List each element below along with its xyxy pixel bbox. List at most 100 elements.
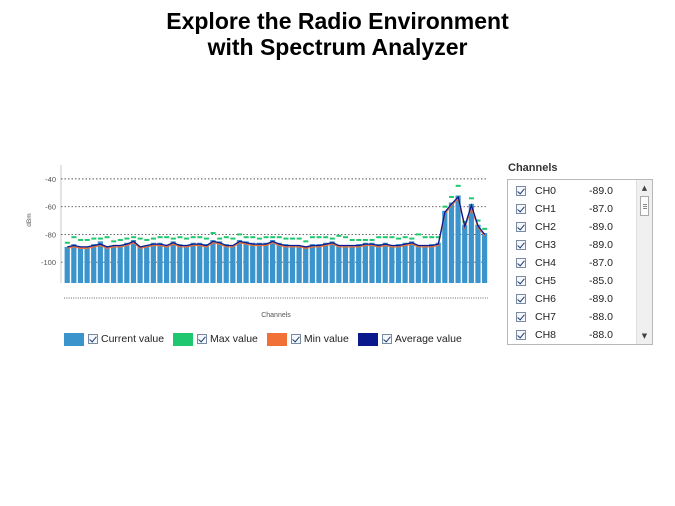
channel-row-ch2[interactable]: CH2 -89.0: [508, 218, 636, 236]
bar-ch59: [455, 195, 461, 283]
legend-item-current: Current value: [64, 332, 165, 346]
channel-row-ch6[interactable]: CH6 -89.0: [508, 290, 636, 308]
scroll-down-arrow-icon[interactable]: ▼: [641, 332, 648, 340]
bar-ch44: [356, 244, 362, 283]
y-tick-label: -80: [45, 230, 56, 239]
channels-list[interactable]: CH0 -89.0 CH1 -87.0 CH2 -89.0 CH3 -89.0 …: [507, 179, 653, 345]
bar-ch32: [276, 242, 282, 283]
grip-line: [643, 204, 647, 205]
channel-name: CH6: [535, 293, 557, 305]
bar-ch54: [422, 245, 428, 283]
bar-ch52: [409, 241, 415, 283]
bar-ch55: [428, 244, 435, 283]
scroll-up-arrow-icon[interactable]: ▲: [641, 184, 648, 192]
bar-ch49: [389, 245, 395, 283]
channel-checkbox-ch8[interactable]: [516, 330, 526, 340]
bar-ch16: [170, 241, 176, 283]
min-value-line: [67, 196, 486, 250]
legend-item-min: Min value: [266, 332, 349, 346]
channel-row-ch1[interactable]: CH1 -87.0: [508, 200, 636, 218]
grip-line: [643, 208, 647, 209]
bar-ch21: [203, 244, 209, 283]
channel-row-ch3[interactable]: CH3 -89.0: [508, 236, 636, 254]
bar-ch63: [481, 233, 488, 283]
channel-value: -89.0: [589, 293, 613, 305]
bar-ch51: [402, 242, 408, 283]
bar-ch40: [329, 241, 335, 283]
bar-ch47: [375, 244, 382, 283]
channel-value: -87.0: [589, 257, 613, 269]
channel-checkbox-ch0[interactable]: [516, 186, 526, 196]
channel-checkbox-ch2[interactable]: [516, 222, 526, 232]
scrollbar-thumb[interactable]: [640, 196, 649, 216]
channel-name: CH5: [535, 275, 557, 287]
channel-row-ch8[interactable]: CH8 -88.0: [508, 326, 636, 344]
channel-checkbox-ch3[interactable]: [516, 240, 526, 250]
channel-checkbox-ch1[interactable]: [516, 204, 526, 214]
bar-ch35: [296, 245, 302, 283]
legend-label-average: Average value: [394, 333, 462, 345]
channel-name: CH1: [535, 203, 557, 215]
bar-ch33: [283, 244, 289, 283]
channel-row-ch0[interactable]: CH0 -89.0: [508, 182, 636, 200]
bar-ch12: [144, 245, 150, 283]
y-tick-label: -40: [45, 175, 56, 184]
legend-checkbox-average[interactable]: [381, 334, 392, 344]
bar-ch26: [236, 239, 243, 283]
bar-ch5: [97, 241, 103, 283]
bar-ch25: [230, 245, 236, 283]
channel-name: CH8: [535, 329, 557, 341]
channel-name: CH0: [535, 185, 557, 197]
channel-row-ch7[interactable]: CH7 -88.0: [508, 308, 636, 326]
bar-ch6: [104, 246, 110, 283]
bar-ch19: [190, 242, 196, 283]
channel-name: CH3: [535, 239, 557, 251]
bar-ch2: [77, 246, 84, 283]
channel-value: -89.0: [589, 239, 613, 251]
bar-ch58: [448, 202, 455, 283]
channel-value: -85.0: [589, 275, 613, 287]
bar-ch17: [177, 244, 183, 283]
title-line-2: with Spectrum Analyzer: [207, 34, 468, 60]
grip-line: [643, 206, 647, 207]
bar-ch10: [130, 239, 137, 283]
legend-checkbox-min[interactable]: [290, 334, 301, 344]
channel-checkbox-ch4[interactable]: [516, 258, 526, 268]
legend-checkbox-max[interactable]: [197, 334, 208, 344]
average-value-line: [67, 195, 486, 248]
channel-checkbox-ch5[interactable]: [516, 276, 526, 286]
channel-value: -89.0: [589, 185, 613, 197]
legend-item-average: Average value: [357, 332, 462, 346]
title-line-1: Explore the Radio Environment: [166, 8, 509, 34]
channels-title: Channels: [508, 162, 558, 174]
bar-ch56: [435, 242, 441, 283]
channel-name: CH2: [535, 221, 557, 233]
channels-scrollbar[interactable]: ▲ ▼: [636, 180, 652, 344]
bar-ch37: [309, 244, 315, 283]
channel-value: -88.0: [589, 329, 613, 341]
bar-ch9: [124, 242, 130, 283]
bar-ch0: [64, 246, 70, 283]
bar-ch20: [197, 242, 203, 283]
channel-checkbox-ch6[interactable]: [516, 294, 526, 304]
bar-ch24: [223, 244, 229, 283]
bar-ch8: [117, 245, 123, 283]
bar-ch46: [369, 242, 375, 283]
spectrum-chart: -40 -60 -80 -100 dBm Channels: [18, 160, 496, 350]
channel-name: CH4: [535, 257, 557, 269]
legend-label-current: Current value: [101, 333, 165, 345]
channel-value: -89.0: [589, 221, 613, 233]
channel-row-ch5[interactable]: CH5 -85.0: [508, 272, 636, 290]
legend-swatch-min: [266, 332, 287, 346]
channel-value: -88.0: [589, 311, 613, 323]
legend-label-max: Max value: [210, 333, 258, 345]
channel-row-ch4[interactable]: CH4 -87.0: [508, 254, 636, 272]
bar-ch28: [250, 242, 256, 283]
legend-checkbox-current[interactable]: [88, 334, 98, 344]
y-axis-label: dBm: [26, 213, 33, 226]
bar-ch11: [137, 246, 143, 283]
legend-swatch-current: [64, 332, 84, 346]
bar-ch60: [462, 224, 468, 283]
bar-ch43: [349, 245, 355, 283]
channel-checkbox-ch7[interactable]: [516, 312, 526, 322]
